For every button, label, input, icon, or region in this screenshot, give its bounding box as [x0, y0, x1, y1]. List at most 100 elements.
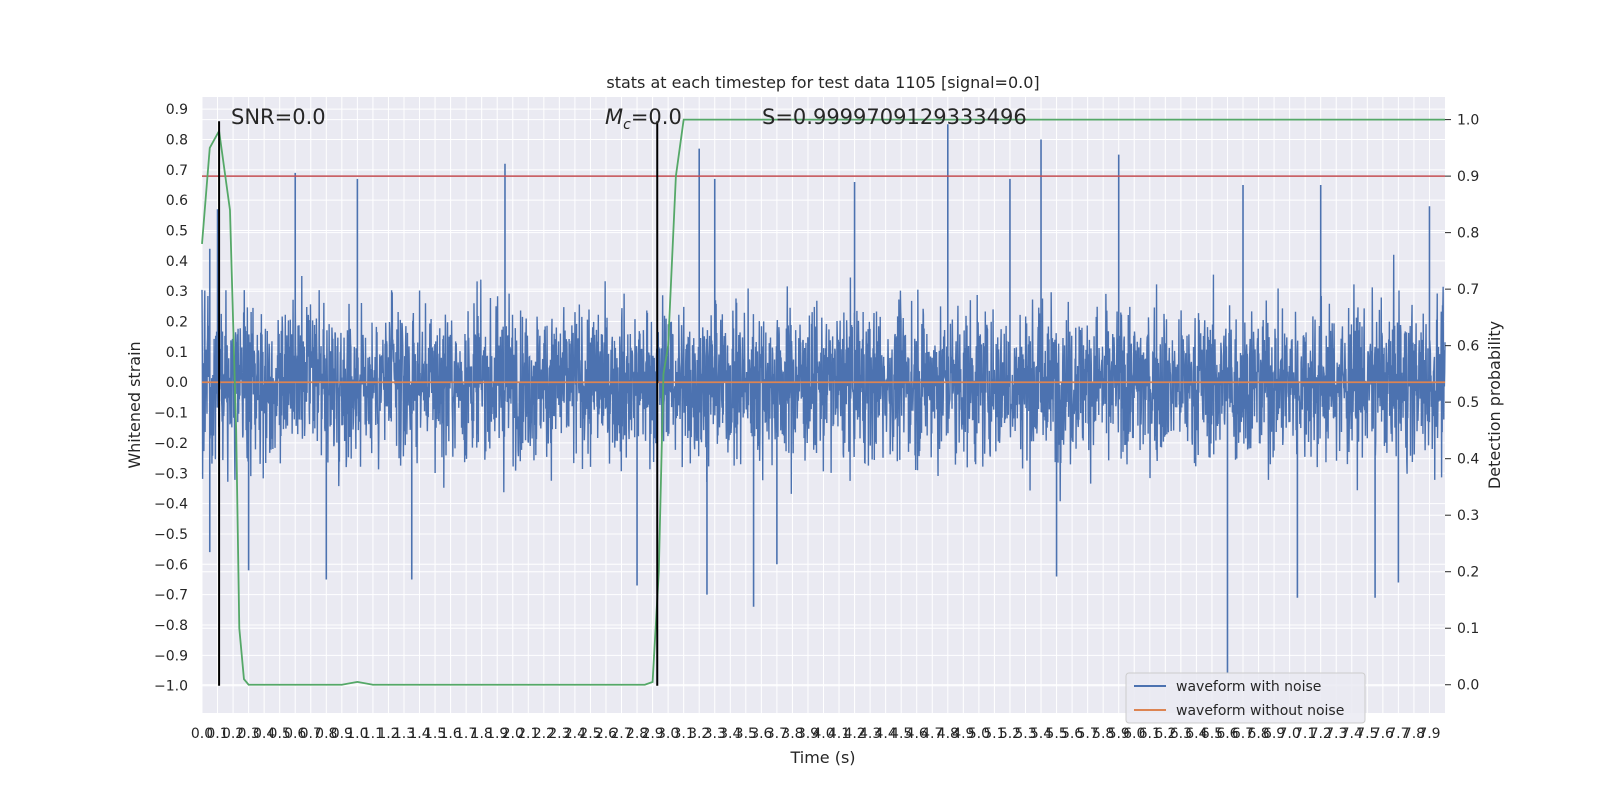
x-tick-label: 2.9 [641, 726, 663, 742]
x-tick-label: 6.1 [1139, 726, 1161, 742]
x-tick-label: 4.0 [812, 726, 834, 742]
x-tick-label: 1.1 [362, 726, 384, 742]
y2-tick-label: 0.7 [1457, 282, 1479, 298]
y-tick-label: 0.7 [166, 163, 188, 179]
x-tick-label: 4.4 [875, 726, 897, 742]
x-tick-label: 3.0 [657, 726, 679, 742]
x-tick-label: 5.5 [1045, 726, 1067, 742]
x-tick-label: 7.4 [1341, 726, 1363, 742]
x-tick-label: 1.6 [439, 726, 461, 742]
y-tick-label: −0.3 [154, 466, 188, 482]
x-tick-label: 3.7 [766, 726, 788, 742]
snr-annotation: SNR=0.0 [231, 105, 326, 129]
y-tick-label: −0.9 [154, 648, 188, 664]
x-tick-label: 1.7 [455, 726, 477, 742]
y-tick-label: 0.3 [166, 284, 188, 300]
x-tick-label: 3.1 [673, 726, 695, 742]
x-tick-label: 5.7 [1077, 726, 1099, 742]
x-tick-label: 5.4 [1030, 726, 1052, 742]
overlay-layer [201, 118, 1445, 686]
x-tick-label: 1.9 [486, 726, 508, 742]
x-tick-label: 6.0 [1123, 726, 1145, 742]
x-tick-label: 1.5 [424, 726, 446, 742]
y-tick-label: 0.6 [166, 193, 188, 209]
x-tick-label: 7.9 [1418, 726, 1440, 742]
x-tick-label: 5.0 [968, 726, 990, 742]
x-tick-label: 2.7 [610, 726, 632, 742]
x-tick-label: 2.0 [502, 726, 524, 742]
x-tick-label: 7.3 [1325, 726, 1347, 742]
legend: waveform with noise waveform without noi… [1125, 672, 1366, 724]
x-tick-label: 3.5 [735, 726, 757, 742]
x-tick-label: 6.2 [1154, 726, 1176, 742]
x-tick-label: 7.7 [1387, 726, 1409, 742]
x-tick-label: 0.8 [315, 726, 337, 742]
x-tick-label: 7.0 [1278, 726, 1300, 742]
y-tick-label: 0.9 [166, 102, 188, 118]
mc-subscript: c [623, 117, 631, 133]
x-axis-label: Time (s) [789, 748, 855, 767]
y-tick-label: −1.0 [154, 679, 188, 695]
y-tick-label: −0.1 [154, 406, 188, 422]
x-tick-label: 3.6 [750, 726, 772, 742]
y-tick-label: −0.4 [154, 497, 188, 513]
legend-label-with-noise: waveform with noise [1176, 679, 1321, 695]
y-tick-label: −0.8 [154, 618, 188, 634]
mc-value: =0.0 [631, 105, 682, 129]
x-tick-label: 3.4 [719, 726, 741, 742]
x-tick-label: 7.8 [1403, 726, 1425, 742]
y2-tick-label: 0.1 [1457, 621, 1479, 637]
x-tick-label: 3.9 [797, 726, 819, 742]
y2-tick-label: 0.0 [1457, 678, 1479, 694]
x-tick-label: 5.3 [1014, 726, 1036, 742]
detection-probability-line [201, 118, 1445, 686]
x-tick-label: 1.3 [393, 726, 415, 742]
y2-axis-ticks: 0.0 0.1 0.2 0.3 0.4 0.5 0.6 0.7 0.8 0.9 1.0 [1445, 113, 1479, 694]
x-tick-label: 0.0 [191, 726, 213, 742]
y2-tick-label: 1.0 [1457, 113, 1479, 129]
x-tick-label: 2.4 [564, 726, 586, 742]
y-tick-label: 0.2 [166, 315, 188, 331]
y2-tick-label: 0.9 [1457, 169, 1479, 185]
x-tick-label: 0.3 [237, 726, 259, 742]
y2-tick-label: 0.4 [1457, 452, 1479, 468]
y-axis-label: Whitened strain [125, 341, 144, 468]
x-axis-ticks: 0.00.10.20.30.40.50.60.70.80.91.01.11.21… [191, 726, 1441, 742]
x-tick-label: 0.1 [206, 726, 228, 742]
y-tick-label: 0.4 [166, 254, 188, 270]
y2-tick-label: 0.2 [1457, 565, 1479, 581]
x-tick-label: 3.8 [781, 726, 803, 742]
y2-tick-label: 0.8 [1457, 226, 1479, 242]
y-tick-label: 0.1 [166, 345, 188, 361]
y-axis-ticks: −1.0 −0.9 −0.8 −0.7 −0.6 −0.5 −0.4 −0.3 −0.2 −0.1… [154, 102, 188, 695]
y-tick-label: 0.0 [166, 375, 188, 391]
legend-box [1125, 672, 1366, 724]
y2-tick-label: 0.5 [1457, 395, 1479, 411]
x-tick-label: 2.1 [517, 726, 539, 742]
x-tick-label: 3.3 [704, 726, 726, 742]
x-tick-label: 4.7 [921, 726, 943, 742]
y2-axis-label: Detection probability [1485, 321, 1504, 489]
x-tick-label: 5.2 [999, 726, 1021, 742]
x-tick-label: 5.6 [1061, 726, 1083, 742]
x-tick-label: 0.4 [253, 726, 275, 742]
x-tick-label: 5.8 [1092, 726, 1114, 742]
x-tick-label: 4.5 [890, 726, 912, 742]
y2-tick-label: 0.3 [1457, 508, 1479, 524]
waveform-with-noise-line [201, 254, 1446, 502]
x-tick-label: 6.8 [1247, 726, 1269, 742]
x-tick-label: 2.3 [548, 726, 570, 742]
waveform-with-noise-series [201, 124, 1446, 674]
x-tick-label: 0.5 [269, 726, 291, 742]
x-tick-label: 5.1 [983, 726, 1005, 742]
x-tick-label: 4.8 [937, 726, 959, 742]
x-tick-label: 2.8 [626, 726, 648, 742]
y-tick-label: −0.5 [154, 527, 188, 543]
x-tick-label: 7.6 [1372, 726, 1394, 742]
x-tick-label: 6.3 [1170, 726, 1192, 742]
x-tick-label: 1.8 [471, 726, 493, 742]
x-tick-label: 2.5 [579, 726, 601, 742]
x-tick-label: 1.2 [377, 726, 399, 742]
x-tick-label: 0.6 [284, 726, 306, 742]
